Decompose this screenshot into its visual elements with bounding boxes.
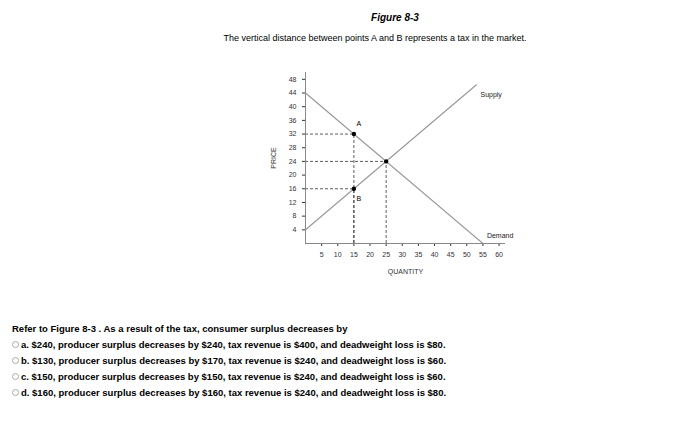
- svg-text:40: 40: [431, 251, 439, 258]
- html-text:a. $240, producer surplus decr: a. $240, producer surplus decreases by $…: [21, 339, 446, 350]
- svg-text:36: 36: [289, 117, 297, 124]
- svg-text:8: 8: [293, 212, 297, 219]
- svg-text:Demand: Demand: [487, 232, 514, 239]
- svg-text:12: 12: [289, 199, 297, 206]
- html-text:Refer to Figure 8-3 . As a res: Refer to Figure 8-3 . As a result of the…: [12, 323, 348, 334]
- svg-text:48: 48: [289, 76, 297, 83]
- svg-text:35: 35: [415, 251, 423, 258]
- svg-text:QUANTITY: QUANTITY: [388, 268, 424, 276]
- svg-text:16: 16: [289, 185, 297, 192]
- svg-text:50: 50: [463, 251, 471, 258]
- html-text:Figure 8-3: Figure 8-3: [371, 12, 419, 23]
- svg-text:PRICE: PRICE: [270, 147, 277, 169]
- html-text:d. $160, producer surplus decr: d. $160, producer surplus decreases by $…: [21, 387, 447, 398]
- svg-text:55: 55: [479, 251, 487, 258]
- svg-text:20: 20: [366, 251, 374, 258]
- svg-text:30: 30: [398, 251, 406, 258]
- svg-text:15: 15: [350, 251, 358, 258]
- svg-text:32: 32: [289, 130, 297, 137]
- svg-text:25: 25: [382, 251, 390, 258]
- svg-text:20: 20: [289, 171, 297, 178]
- svg-text:Supply: Supply: [480, 91, 502, 99]
- svg-text:28: 28: [289, 144, 297, 151]
- svg-text:5: 5: [320, 251, 324, 258]
- svg-text:60: 60: [495, 251, 503, 258]
- svg-text:4: 4: [293, 226, 297, 233]
- svg-text:45: 45: [447, 251, 455, 258]
- svg-text:40: 40: [289, 103, 297, 110]
- svg-text:10: 10: [334, 251, 342, 258]
- svg-text:44: 44: [289, 89, 297, 96]
- html-text:c. $150, producer surplus decr: c. $150, producer surplus decreases by $…: [21, 371, 446, 382]
- html-text:The vertical distance between: The vertical distance between points A a…: [223, 33, 527, 43]
- svg-text:24: 24: [289, 158, 297, 165]
- html-text:b. $130, producer surplus decr: b. $130, producer surplus decreases by $…: [21, 355, 447, 366]
- svg-text:A: A: [357, 120, 362, 127]
- svg-text:B: B: [357, 195, 362, 202]
